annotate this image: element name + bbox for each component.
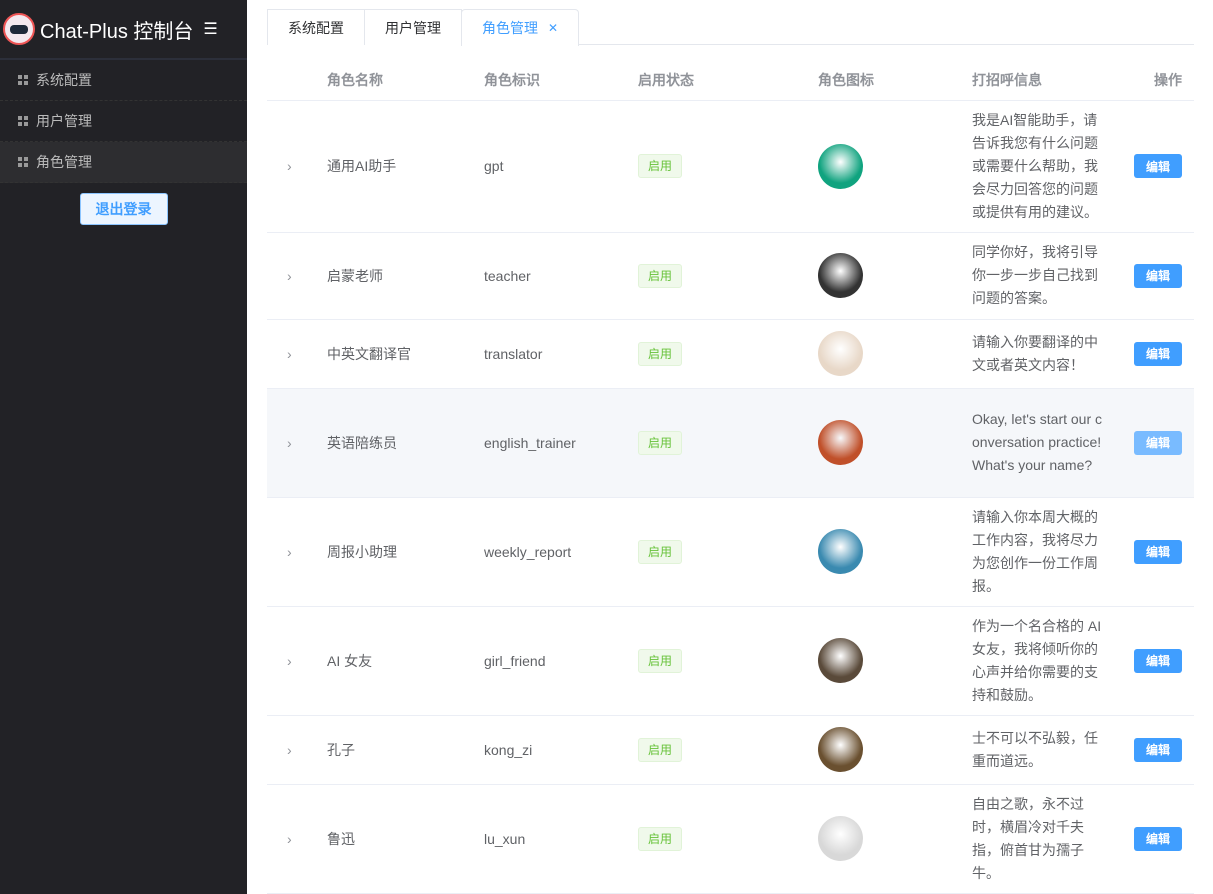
table-row: › 英语陪练员 english_trainer 启用 Okay, let's s… bbox=[267, 388, 1194, 498]
sidebar-item-label: 角色管理 bbox=[36, 154, 92, 170]
column-header-actions: 操作 bbox=[1122, 60, 1194, 101]
column-header-name: 角色名称 bbox=[327, 60, 484, 101]
edit-button[interactable]: 编辑 bbox=[1134, 263, 1182, 288]
column-header-status: 启用状态 bbox=[638, 60, 818, 101]
role-name: 启蒙老师 bbox=[327, 232, 484, 320]
sidebar-item-label: 用户管理 bbox=[36, 113, 92, 129]
expand-row-icon[interactable]: › bbox=[287, 543, 292, 560]
status-badge: 启用 bbox=[638, 737, 683, 762]
role-avatar-icon bbox=[818, 638, 863, 683]
edit-button[interactable]: 编辑 bbox=[1134, 539, 1182, 564]
role-name: 鲁迅 bbox=[327, 784, 484, 894]
role-key: translator bbox=[484, 319, 638, 389]
expand-row-icon[interactable]: › bbox=[287, 652, 292, 669]
table-row: › 中英文翻译官 translator 启用 请输入你要翻译的中文或者英文内容！… bbox=[267, 319, 1194, 389]
table-row: › AI 女友 girl_friend 启用 作为一个名合格的 AI 女友，我将… bbox=[267, 606, 1194, 716]
edit-button[interactable]: 编辑 bbox=[1134, 430, 1182, 455]
brand: Chat-Plus 控制台 ☰ bbox=[0, 0, 247, 60]
role-avatar-icon bbox=[818, 253, 863, 298]
status-badge: 启用 bbox=[638, 341, 683, 366]
role-key: weekly_report bbox=[484, 497, 638, 607]
status-badge: 启用 bbox=[638, 263, 683, 288]
role-key: english_trainer bbox=[484, 388, 638, 498]
expand-row-icon[interactable]: › bbox=[287, 345, 292, 362]
role-avatar-icon bbox=[818, 143, 863, 189]
grid-icon bbox=[18, 75, 28, 85]
sidebar: Chat-Plus 控制台 ☰ 系统配置 用户管理 角色管理 退出登录 bbox=[0, 0, 247, 894]
role-name: 通用AI助手 bbox=[327, 100, 484, 233]
tab-label: 系统配置 bbox=[288, 19, 344, 36]
greeting-text: 我是AI智能助手，请告诉我您有什么问题或需要什么帮助，我会尽力回答您的问题或提供… bbox=[972, 111, 1098, 220]
robot-logo-icon bbox=[3, 13, 35, 45]
status-badge: 启用 bbox=[638, 539, 683, 564]
status-badge: 启用 bbox=[638, 648, 683, 673]
role-name: AI 女友 bbox=[327, 606, 484, 716]
role-key: lu_xun bbox=[484, 784, 638, 894]
greeting-text: Okay, let's start our conversation pract… bbox=[972, 411, 1103, 473]
role-name: 中英文翻译官 bbox=[327, 319, 484, 389]
edit-button[interactable]: 编辑 bbox=[1134, 826, 1182, 851]
table-row: › 周报小助理 weekly_report 启用 请输入你本周大概的工作内容，我… bbox=[267, 497, 1194, 607]
table-row: › 孔子 kong_zi 启用 士不可以不弘毅，任重而道远。 编辑 bbox=[267, 715, 1194, 785]
status-badge: 启用 bbox=[638, 154, 683, 178]
tab-role-management[interactable]: 角色管理 ✕ bbox=[461, 9, 580, 46]
sidebar-item-user-management[interactable]: 用户管理 bbox=[0, 101, 247, 142]
role-name: 孔子 bbox=[327, 715, 484, 785]
expand-row-icon[interactable]: › bbox=[287, 830, 292, 847]
grid-icon bbox=[18, 157, 28, 167]
greeting-text: 自由之歌，永不过时，横眉冷对千夫指，俯首甘为孺子牛。 bbox=[972, 795, 1084, 881]
role-avatar-icon bbox=[818, 420, 863, 465]
status-badge: 启用 bbox=[638, 826, 683, 851]
role-name: 周报小助理 bbox=[327, 497, 484, 607]
status-badge: 启用 bbox=[638, 430, 683, 455]
role-key: kong_zi bbox=[484, 715, 638, 785]
greeting-text: 同学你好，我将引导你一步一步自己找到问题的答案。 bbox=[972, 244, 1098, 306]
greeting-text: 士不可以不弘毅，任重而道远。 bbox=[972, 729, 1098, 769]
sidebar-item-role-management[interactable]: 角色管理 bbox=[0, 142, 247, 183]
table-row: › 启蒙老师 teacher 启用 同学你好，我将引导你一步一步自己找到问题的答… bbox=[267, 232, 1194, 320]
role-avatar-icon bbox=[818, 816, 863, 861]
greeting-text: 请输入你本周大概的工作内容，我将尽力为您创作一份工作周报。 bbox=[972, 508, 1098, 594]
column-header-greeting: 打招呼信息 bbox=[972, 60, 1122, 101]
grid-icon bbox=[18, 116, 28, 126]
greeting-text: 请输入你要翻译的中文或者英文内容！ bbox=[972, 333, 1098, 373]
role-avatar-icon bbox=[818, 529, 863, 574]
roles-table: 角色名称 角色标识 启用状态 角色图标 打招呼信息 操作 › 通用AI助手 gp… bbox=[267, 60, 1194, 894]
close-tab-icon[interactable]: ✕ bbox=[548, 21, 559, 35]
tab-label: 用户管理 bbox=[385, 19, 441, 36]
expand-row-icon[interactable]: › bbox=[287, 434, 292, 451]
greeting-text: 作为一个名合格的 AI 女友，我将倾听你的心声并给你需要的支持和鼓励。 bbox=[972, 617, 1102, 703]
logout-button[interactable]: 退出登录 bbox=[79, 193, 168, 225]
expand-row-icon[interactable]: › bbox=[287, 158, 292, 174]
role-avatar-icon bbox=[818, 727, 863, 772]
table-row: › 通用AI助手 gpt 启用 我是AI智能助手，请告诉我您有什么问题或需要什么… bbox=[267, 100, 1194, 233]
edit-button[interactable]: 编辑 bbox=[1134, 341, 1182, 366]
edit-button[interactable]: 编辑 bbox=[1134, 154, 1182, 178]
role-key: teacher bbox=[484, 232, 638, 320]
role-key: gpt bbox=[484, 100, 638, 233]
expand-column-header bbox=[267, 60, 327, 101]
tab-bar: 系统配置 用户管理 角色管理 ✕ bbox=[267, 9, 1194, 46]
tab-user-management[interactable]: 用户管理 bbox=[364, 9, 462, 45]
expand-row-icon[interactable]: › bbox=[287, 267, 292, 284]
edit-button[interactable]: 编辑 bbox=[1134, 648, 1182, 673]
role-name: 英语陪练员 bbox=[327, 388, 484, 498]
role-key: girl_friend bbox=[484, 606, 638, 716]
expand-row-icon[interactable]: › bbox=[287, 741, 292, 758]
sidebar-item-label: 系统配置 bbox=[36, 72, 92, 88]
app-title: Chat-Plus 控制台 bbox=[40, 20, 194, 43]
role-avatar-icon bbox=[818, 331, 863, 376]
tab-label: 角色管理 bbox=[482, 20, 538, 36]
tab-system-config[interactable]: 系统配置 bbox=[267, 9, 365, 45]
edit-button[interactable]: 编辑 bbox=[1134, 737, 1182, 762]
table-row: › 鲁迅 lu_xun 启用 自由之歌，永不过时，横眉冷对千夫指，俯首甘为孺子牛… bbox=[267, 784, 1194, 894]
column-header-icon: 角色图标 bbox=[818, 60, 972, 101]
collapse-menu-icon[interactable]: ☰ bbox=[203, 21, 218, 38]
column-header-key: 角色标识 bbox=[484, 60, 638, 101]
sidebar-item-system-config[interactable]: 系统配置 bbox=[0, 60, 247, 101]
